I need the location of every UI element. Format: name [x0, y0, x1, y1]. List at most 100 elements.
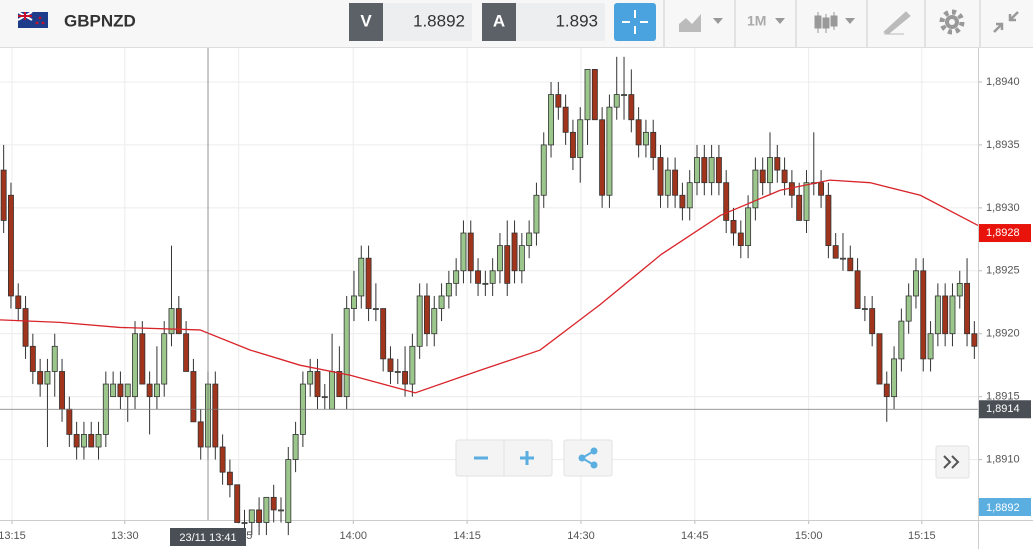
candle-body	[394, 371, 401, 373]
separators	[663, 0, 981, 47]
candle-body	[124, 383, 131, 398]
candle-body	[80, 434, 87, 448]
candle-body	[329, 371, 336, 410]
x-tick-label: 14:15	[453, 530, 481, 542]
candle-body	[562, 106, 569, 133]
chart-type-button[interactable]	[679, 14, 723, 32]
candle-body	[226, 471, 233, 486]
candle-body	[584, 68, 591, 121]
candle-body	[409, 345, 416, 385]
candle-body	[292, 434, 299, 460]
candle-body	[51, 345, 58, 372]
candle-body	[679, 194, 686, 209]
candle-body	[606, 106, 613, 196]
candle-body	[431, 308, 438, 335]
zoom-in[interactable]	[520, 451, 534, 465]
crosshair-x-tag	[170, 528, 247, 546]
candle-body	[153, 383, 160, 398]
timeframe-arrow	[775, 18, 785, 24]
x-tick-label: 14:00	[339, 530, 367, 542]
y-tick-label: 1,8925	[986, 265, 1020, 277]
candle-body	[336, 371, 343, 398]
ask-price: 1.893	[555, 11, 598, 30]
candle-body	[307, 371, 314, 385]
candle-body	[701, 157, 708, 184]
settings-button[interactable]	[939, 9, 965, 35]
candle-body	[905, 295, 912, 322]
x-tick-label: 14:45	[681, 530, 709, 542]
bid-tag-label: 1,8892	[986, 502, 1020, 514]
candle-body	[803, 182, 810, 221]
crosshair-button[interactable]	[614, 3, 656, 41]
candle-body	[686, 182, 693, 209]
candle-body	[737, 232, 744, 247]
candle-body	[730, 220, 737, 234]
candle-body	[650, 131, 657, 158]
candle-body	[781, 169, 788, 184]
candle-body	[88, 434, 95, 448]
draw-button[interactable]	[883, 11, 911, 35]
crosshair-icon	[622, 10, 648, 34]
candle-body	[197, 421, 204, 448]
candle-body	[818, 182, 825, 196]
candle-body	[504, 245, 511, 284]
candle-body	[314, 371, 321, 398]
x-tick-label: 15:00	[795, 530, 823, 542]
candle-body	[657, 157, 664, 196]
collapse-button[interactable]	[993, 11, 1019, 33]
candle-body	[927, 333, 934, 360]
candle-body	[402, 371, 409, 385]
candle-body	[672, 169, 679, 196]
y-tick-label: 1,8910	[986, 453, 1020, 465]
x-tick-label: 13:15	[0, 530, 26, 542]
candle-type-button[interactable]	[814, 12, 855, 33]
bid-label: V	[360, 11, 372, 30]
share-button[interactable]	[563, 439, 613, 477]
candle-body	[489, 270, 496, 284]
y-tick-label: 1,8930	[986, 202, 1020, 214]
candle-body	[321, 396, 328, 399]
candle-body	[956, 282, 963, 297]
candle-body	[971, 333, 978, 347]
candle-body	[285, 459, 292, 523]
x-tick-label: 13:30	[111, 530, 139, 542]
candle-body	[664, 169, 671, 196]
scroll-end-button[interactable]	[935, 445, 970, 479]
candle-body	[482, 282, 489, 285]
candle-body	[416, 295, 423, 347]
candle-body	[358, 257, 365, 297]
candle-body	[847, 257, 854, 272]
candle-body	[920, 270, 927, 360]
x-tick-label: 15:15	[908, 530, 936, 542]
candle-body	[774, 157, 781, 171]
ask-button[interactable]	[482, 3, 516, 41]
candle-body	[460, 232, 467, 272]
candle-body	[263, 496, 270, 523]
bid-price: 1.8892	[413, 11, 465, 30]
candle-body	[949, 295, 956, 335]
candle-body	[708, 157, 715, 184]
bid-button[interactable]	[349, 3, 383, 41]
candle-body	[59, 371, 65, 410]
candle-body	[825, 194, 832, 247]
candle-body	[453, 270, 460, 284]
candle-body	[22, 308, 29, 347]
candle-body	[343, 308, 350, 398]
candle-body	[44, 371, 51, 385]
candle-body	[0, 169, 7, 221]
symbol: GBPNZD	[64, 11, 136, 30]
candle-body	[876, 333, 883, 385]
candle-body	[475, 270, 482, 284]
timeframe[interactable]: 1M	[747, 13, 766, 29]
candle-body	[898, 320, 905, 360]
candle-body	[219, 446, 226, 473]
candle-body	[599, 119, 606, 196]
candle-body	[840, 257, 846, 260]
candle-body	[891, 358, 898, 398]
zoom-controls	[455, 439, 613, 477]
candle-body	[533, 194, 540, 234]
candle-body	[467, 232, 474, 272]
candle-body	[37, 371, 44, 385]
candle-body	[161, 333, 168, 385]
candle-body	[832, 245, 839, 259]
